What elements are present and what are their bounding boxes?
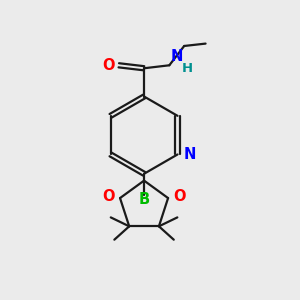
Text: O: O — [173, 189, 186, 204]
Text: B: B — [139, 192, 150, 207]
Text: H: H — [182, 62, 193, 75]
Text: N: N — [184, 147, 196, 162]
Text: N: N — [171, 49, 183, 64]
Text: O: O — [102, 189, 115, 204]
Text: O: O — [102, 58, 114, 73]
